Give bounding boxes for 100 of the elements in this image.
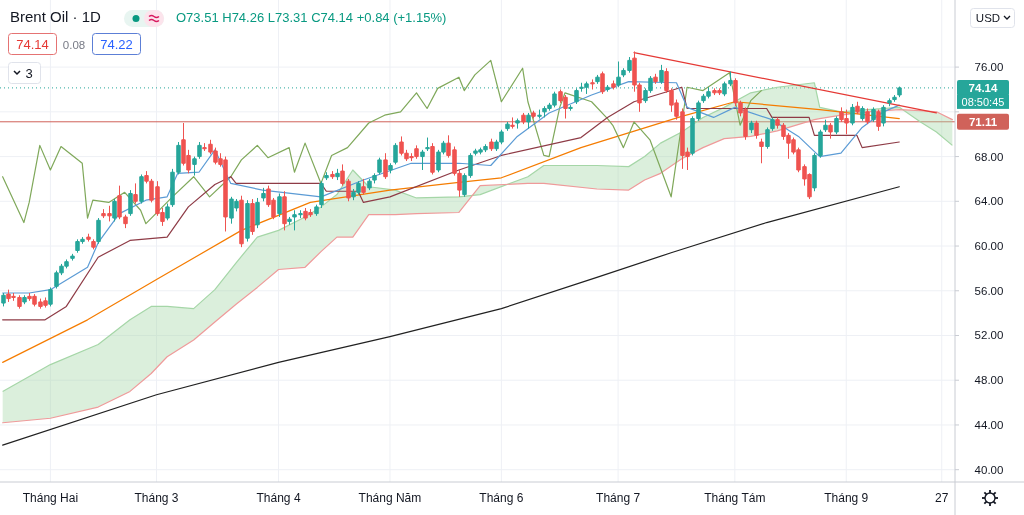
candlestick <box>871 106 876 123</box>
candlestick <box>277 192 282 218</box>
candlestick <box>1 292 6 307</box>
candlestick <box>250 198 255 236</box>
candlestick <box>48 286 53 307</box>
candlestick <box>324 171 329 181</box>
candlestick <box>834 115 839 135</box>
line-series <box>2 59 762 225</box>
ref-line-label: 74.14 <box>968 82 998 95</box>
candlestick <box>383 152 388 180</box>
candlestick <box>605 84 610 93</box>
candlestick <box>590 78 595 90</box>
candlestick <box>197 141 202 160</box>
annotation: 74.14 <box>16 36 49 52</box>
line-series <box>2 186 900 446</box>
y-tick-label: 44.00 <box>974 418 1004 431</box>
annotation: O73.51 H74.26 L73.31 C74.14 +0.84 (+1.15%) <box>176 10 447 25</box>
x-tick-label: Tháng 4 <box>256 491 301 505</box>
y-tick-label: 60.00 <box>974 240 1004 253</box>
candlestick <box>537 109 542 120</box>
candlestick <box>282 190 287 231</box>
line-series <box>2 101 900 363</box>
candlestick <box>372 172 377 184</box>
x-tick-label: Tháng 7 <box>596 491 641 505</box>
candlestick <box>505 121 510 132</box>
candlestick <box>526 112 531 130</box>
candlestick <box>287 216 292 226</box>
candlestick <box>70 253 75 262</box>
candlestick <box>335 168 340 181</box>
candlestick <box>255 197 260 229</box>
candlestick <box>850 103 855 126</box>
candlestick <box>425 137 430 152</box>
candlestick <box>314 204 319 217</box>
candlestick <box>367 178 372 191</box>
x-tick-label: Tháng Hai <box>22 491 79 505</box>
candlestick <box>860 105 865 122</box>
candlestick <box>377 157 382 175</box>
candlestick <box>865 107 870 125</box>
x-tick-label: 27 <box>935 491 949 505</box>
candlestick <box>887 97 892 107</box>
candlestick <box>319 180 324 209</box>
candlestick <box>653 73 658 85</box>
ref-line-label: 71.11 <box>968 116 998 129</box>
candlestick <box>531 110 536 120</box>
candlestick <box>855 101 860 115</box>
candlestick <box>489 138 494 152</box>
candlestick <box>91 238 96 250</box>
candlestick <box>133 182 138 205</box>
y-tick-label: 76.00 <box>974 61 1004 74</box>
y-tick-label: 68.00 <box>974 150 1004 163</box>
candlestick <box>86 233 91 243</box>
x-tick-label: Tháng 9 <box>824 491 869 505</box>
candlestick <box>361 178 366 196</box>
candlestick <box>659 64 664 85</box>
candlestick <box>759 138 764 164</box>
candlestick <box>611 80 616 90</box>
annotation: 0.08 <box>62 38 86 51</box>
x-tick-label: Tháng 3 <box>134 491 179 505</box>
candlestick <box>239 195 244 248</box>
y-tick-label: 52.00 <box>974 329 1004 342</box>
candlestick <box>192 156 197 177</box>
candlestick <box>112 198 117 222</box>
candlestick <box>765 126 770 150</box>
candlestick <box>876 109 881 132</box>
candlestick <box>568 104 573 112</box>
candlestick <box>245 199 250 243</box>
candlestick <box>595 74 600 85</box>
candlestick <box>892 94 897 103</box>
candlestick <box>770 116 775 132</box>
candlestick <box>261 187 266 202</box>
candlestick <box>165 203 170 221</box>
candlestick <box>754 120 759 140</box>
candlestick <box>823 119 828 133</box>
y-tick-label: 40.00 <box>974 463 1004 476</box>
annotation: 3 <box>25 66 33 81</box>
candlestick <box>510 116 515 130</box>
candlestick <box>420 149 425 171</box>
candlestick <box>521 112 526 125</box>
text: USD <box>975 12 1001 24</box>
y-tick-label: 48.00 <box>974 374 1004 387</box>
candlestick <box>430 142 435 175</box>
candlestick <box>749 120 754 134</box>
candlestick <box>393 142 398 165</box>
text: 08:50:45 <box>961 95 1005 108</box>
x-tick-label: Tháng Năm <box>358 491 422 505</box>
candlestick <box>128 189 133 217</box>
y-tick-label: 56.00 <box>974 284 1004 297</box>
candlestick <box>388 162 393 174</box>
candlestick <box>22 294 27 305</box>
y-tick-label: 64.00 <box>974 195 1004 208</box>
candlestick <box>139 173 144 205</box>
candlestick <box>330 170 335 180</box>
text: Brent Oil · 1D <box>10 8 102 25</box>
candlestick <box>515 118 520 130</box>
x-tick-label: Tháng Tám <box>704 491 766 505</box>
x-tick-label: Tháng 6 <box>479 491 524 505</box>
candlestick <box>600 71 605 95</box>
annotation: 74.22 <box>100 36 133 52</box>
candlestick <box>96 217 101 245</box>
candlestick <box>828 122 833 140</box>
